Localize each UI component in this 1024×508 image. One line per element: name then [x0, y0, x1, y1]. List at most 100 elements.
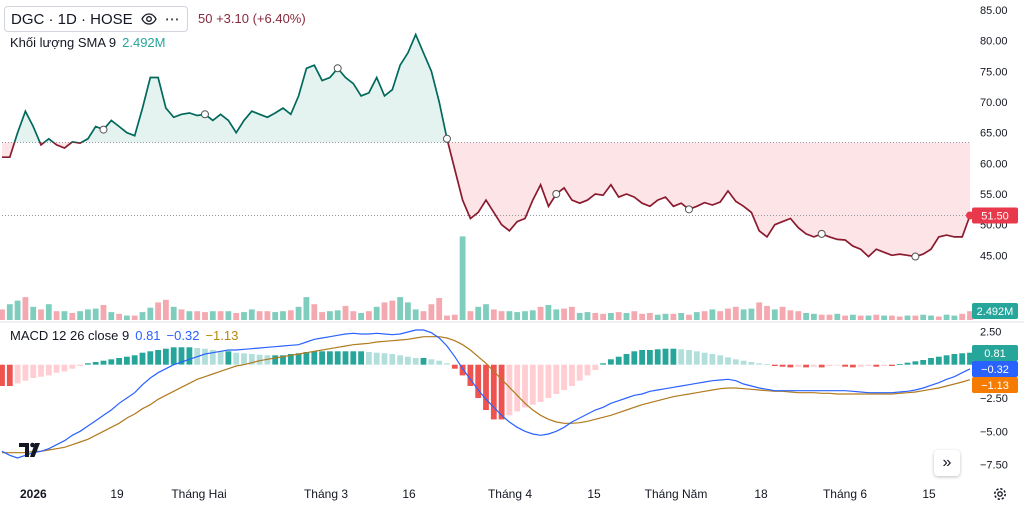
volume-bar: [108, 312, 115, 320]
volume-bar: [233, 313, 240, 320]
macd-histogram-bar: [217, 351, 224, 365]
macd-histogram-bar: [553, 364, 560, 394]
macd-histogram-bar: [428, 359, 435, 365]
macd-histogram-bar: [842, 364, 848, 367]
volume-bar: [842, 315, 848, 320]
symbol-selector[interactable]: DGC · 1D · HOSE ⋯: [4, 6, 188, 32]
macd-axis-tick: −5.00: [980, 426, 1008, 438]
volume-bar: [280, 311, 286, 320]
price-axis-tick: 80.00: [980, 36, 1008, 48]
volume-bar: [202, 312, 208, 320]
macd-histogram-bar: [725, 357, 731, 365]
macd-histogram-bar: [0, 364, 5, 386]
volume-bar: [639, 313, 645, 320]
macd-histogram-bar: [569, 364, 575, 386]
macd-histogram-bar: [397, 355, 403, 365]
volume-badge-bg: [972, 303, 1018, 319]
macd-histogram-bar: [77, 364, 83, 366]
volume-bar: [764, 305, 770, 320]
macd-histogram-bar: [732, 359, 739, 365]
volume-bar: [795, 311, 802, 320]
volume-bar: [943, 314, 950, 320]
volume-bar: [514, 312, 521, 320]
macd-histogram-bar: [139, 352, 146, 365]
time-axis-tick: Tháng 3: [304, 487, 348, 501]
volume-legend-label: Khối lượng SMA 9: [10, 35, 117, 50]
dividend-marker: [817, 229, 826, 238]
time-axis-tick: 15: [922, 487, 936, 501]
volume-bar: [186, 311, 193, 320]
volume-bar: [420, 311, 427, 320]
volume-bar: [209, 311, 216, 320]
macd-histogram-bar: [233, 352, 240, 365]
volume-bar: [131, 315, 138, 320]
volume-bar: [608, 313, 614, 320]
macd-histogram-bar: [506, 364, 513, 416]
hist-badge-bg: [972, 377, 1018, 393]
macd-histogram-bar: [647, 350, 653, 365]
macd-histogram-bar: [248, 354, 255, 365]
price-change: 50 +3.10 (+6.40%): [198, 11, 306, 26]
macd-histogram-bar: [163, 348, 169, 365]
volume-bar: [662, 313, 669, 320]
dividend-marker: [333, 64, 342, 73]
time-axis-tick: 18: [754, 487, 768, 501]
volume-bar: [77, 311, 83, 320]
macd-histogram-bar: [935, 356, 942, 365]
macd-histogram-bar: [420, 358, 427, 365]
macd-histogram-bar: [6, 364, 13, 386]
macd-histogram-bar: [287, 354, 294, 365]
macd-axis-tick: −7.50: [980, 460, 1008, 472]
macd-histogram-bar: [350, 351, 357, 365]
macd-legend[interactable]: MACD 12 26 close 9 0.81 −0.32 −1.13: [10, 328, 238, 343]
volume-bar: [248, 309, 255, 320]
eye-icon[interactable]: [140, 11, 157, 27]
volume-bar: [529, 310, 536, 320]
macd-histogram-bar: [826, 364, 833, 366]
macd-histogram-bar: [818, 364, 825, 368]
volume-bar: [170, 306, 177, 320]
volume-bar: [459, 236, 466, 320]
tradingview-logo-icon[interactable]: [18, 440, 44, 460]
volume-bar: [217, 311, 224, 320]
more-icon[interactable]: ⋯: [164, 11, 181, 28]
macd-histogram-bar: [202, 348, 208, 365]
volume-pane: [0, 236, 973, 320]
macd-histogram-bar: [498, 364, 505, 420]
dividend-marker: [552, 190, 561, 198]
macd-histogram-bar: [53, 364, 60, 373]
volume-bar: [498, 311, 505, 320]
scroll-to-realtime-button[interactable]: »: [934, 450, 960, 476]
macd-histogram-bar: [334, 351, 341, 365]
macd-histogram-bar: [280, 355, 286, 365]
volume-bar: [615, 312, 622, 320]
macd-histogram-bar: [904, 362, 911, 365]
dividend-marker: [684, 205, 693, 214]
volume-bar: [545, 305, 552, 320]
volume-bar: [522, 311, 528, 320]
macd-histogram-bar: [467, 364, 474, 386]
symbol-label: DGC · 1D · HOSE: [11, 10, 133, 28]
macd-histogram-bar: [631, 351, 638, 365]
volume-bar: [756, 302, 763, 320]
macd-legend-label: MACD 12 26 close 9: [10, 328, 130, 343]
macd-histogram-bar: [373, 352, 380, 365]
price-axis-tick: 65.00: [980, 128, 1008, 140]
macd-histogram-bar: [295, 353, 302, 365]
macd-histogram-bar: [943, 355, 950, 365]
volume-bar: [771, 309, 778, 320]
volume-legend[interactable]: Khối lượng SMA 9 2.492M: [10, 35, 166, 50]
macd-histogram-bar: [186, 347, 193, 365]
volume-bar: [951, 315, 958, 320]
gear-icon[interactable]: [992, 486, 1008, 502]
time-axis-tick: Tháng Hai: [171, 487, 226, 501]
volume-bar: [654, 314, 661, 320]
volume-bar: [693, 312, 700, 320]
macd-histogram-bar: [444, 363, 450, 365]
volume-bar: [740, 309, 747, 320]
volume-bar: [85, 309, 91, 320]
volume-bar: [506, 311, 513, 320]
macd-histogram-bar: [592, 364, 599, 370]
volume-bar: [412, 309, 419, 320]
macd-histogram-bar: [381, 353, 388, 365]
